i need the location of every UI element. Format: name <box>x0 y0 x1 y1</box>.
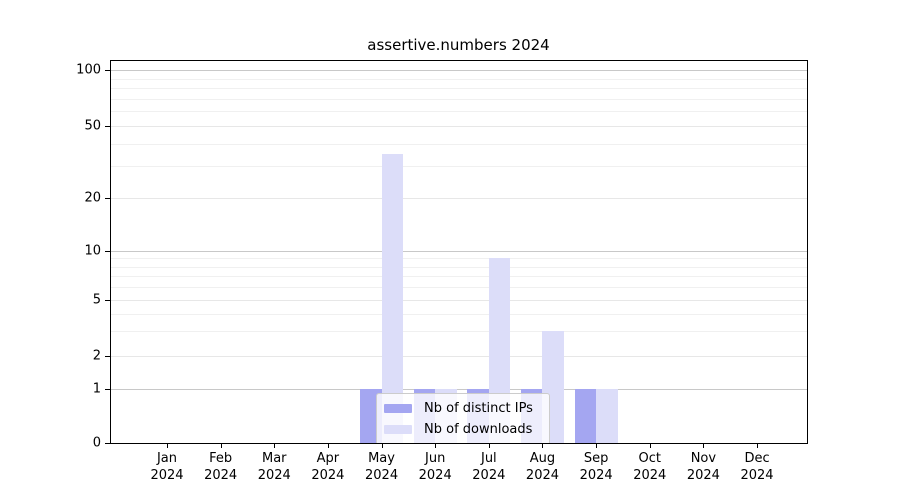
legend-swatch-downloads <box>384 425 412 434</box>
x-tick-mark-nov-2024 <box>703 443 705 448</box>
minor-y-gridline-30 <box>110 166 807 168</box>
x-tick-mark-jul-2024 <box>488 443 490 448</box>
y-tick-label-2: 2 <box>92 348 101 364</box>
chart-title: assertive.numbers 2024 <box>367 36 550 54</box>
y-gridline-1 <box>110 389 807 390</box>
x-tick-label-mar-2024: Mar 2024 <box>257 451 291 483</box>
y-gridline-2 <box>110 356 807 357</box>
x-tick-mark-jan-2024 <box>167 443 168 448</box>
minor-y-gridline-3 <box>110 331 807 333</box>
y-tick-label-1: 1 <box>92 381 101 397</box>
left-spine <box>110 60 111 444</box>
y-tick-mark-0 <box>105 443 110 444</box>
x-tick-label-sep-2024: Sep 2024 <box>579 451 613 483</box>
minor-y-gridline-60 <box>110 111 807 113</box>
x-tick-label-oct-2024: Oct 2024 <box>633 451 667 483</box>
bar-nb-of-downloads-sep-2024 <box>596 389 618 443</box>
x-tick-mark-oct-2024 <box>649 443 651 448</box>
x-tick-label-feb-2024: Feb 2024 <box>204 451 238 483</box>
legend-item-downloads: Nb of downloads <box>384 419 533 440</box>
x-tick-mark-apr-2024 <box>327 443 329 448</box>
y-tick-mark-1 <box>105 389 110 390</box>
legend-label-distinct-ips: Nb of distinct IPs <box>424 401 533 416</box>
minor-y-gridline-90 <box>110 78 807 80</box>
x-tick-label-jan-2024: Jan 2024 <box>150 451 184 483</box>
bar-nb-of-downloads-may-2024 <box>381 154 403 443</box>
x-tick-label-jul-2024: Jul 2024 <box>472 451 506 483</box>
y-tick-label-50: 50 <box>84 118 101 134</box>
y-gridline-50 <box>110 126 807 127</box>
bar-nb-of-distinct-ips-sep-2024 <box>574 389 597 443</box>
plot-area: Nb of distinct IPs Nb of downloads <box>110 60 807 443</box>
minor-y-gridline-4 <box>110 313 807 315</box>
minor-y-gridline-8 <box>110 266 807 268</box>
y-tick-mark-100 <box>105 70 110 71</box>
x-tick-label-apr-2024: Apr 2024 <box>311 451 345 483</box>
y-tick-label-100: 100 <box>76 62 101 78</box>
minor-y-gridline-40 <box>110 143 807 145</box>
x-tick-mark-sep-2024 <box>596 443 598 448</box>
y-gridline-100 <box>110 70 807 71</box>
x-tick-label-nov-2024: Nov 2024 <box>686 451 720 483</box>
y-gridline-10 <box>110 251 807 252</box>
x-tick-label-jun-2024: Jun 2024 <box>418 451 452 483</box>
y-tick-mark-2 <box>105 356 110 357</box>
y-tick-label-10: 10 <box>84 243 101 259</box>
y-gridline-5 <box>110 300 807 301</box>
minor-y-gridline-80 <box>110 88 807 90</box>
y-tick-label-20: 20 <box>84 190 101 206</box>
legend-label-downloads: Nb of downloads <box>424 422 533 437</box>
x-tick-label-dec-2024: Dec 2024 <box>740 451 774 483</box>
x-tick-label-may-2024: May 2024 <box>365 451 399 483</box>
y-tick-mark-5 <box>105 300 110 301</box>
legend-item-distinct-ips: Nb of distinct IPs <box>384 398 533 419</box>
y-tick-mark-10 <box>105 251 110 252</box>
y-tick-label-5: 5 <box>92 292 101 308</box>
y-tick-mark-50 <box>105 126 110 127</box>
minor-y-gridline-7 <box>110 276 807 278</box>
y-tick-mark-20 <box>105 198 110 199</box>
x-tick-label-aug-2024: Aug 2024 <box>525 451 560 483</box>
x-tick-mark-may-2024 <box>381 443 383 448</box>
legend: Nb of distinct IPs Nb of downloads <box>376 393 550 443</box>
x-tick-mark-mar-2024 <box>274 443 276 448</box>
minor-y-gridline-6 <box>110 287 807 289</box>
x-tick-mark-feb-2024 <box>220 443 222 448</box>
minor-y-gridline-70 <box>110 98 807 100</box>
y-tick-label-0: 0 <box>92 435 101 451</box>
legend-swatch-distinct-ips <box>384 404 412 413</box>
right-spine <box>807 60 808 444</box>
y-gridline-20 <box>110 198 807 199</box>
x-tick-mark-aug-2024 <box>542 443 544 448</box>
bottom-spine <box>110 443 808 444</box>
top-spine <box>110 60 808 61</box>
x-tick-mark-jun-2024 <box>435 443 437 448</box>
x-tick-mark-dec-2024 <box>757 443 759 448</box>
minor-y-gridline-9 <box>110 258 807 260</box>
